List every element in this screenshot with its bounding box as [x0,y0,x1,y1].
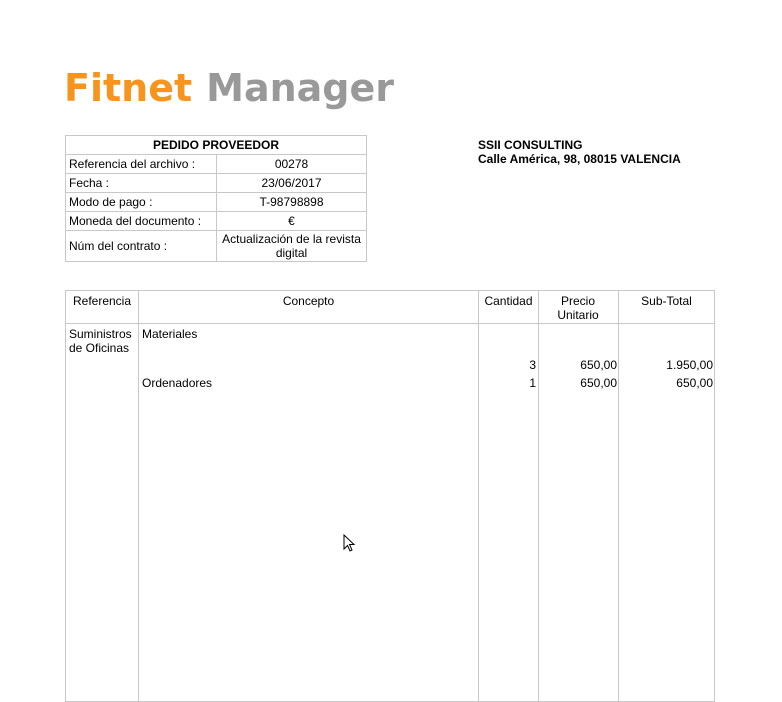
header-subtotal: Sub-Total [641,294,692,308]
order-info-table: PEDIDO PROVEEDOR Referencia del archivo … [65,135,367,262]
info-label: Núm del contrato : [65,230,217,262]
info-label: Fecha : [65,173,217,193]
order-title: PEDIDO PROVEEDOR [65,135,367,155]
precio-cell: 650,00 [580,376,617,390]
header-cantidad: Cantidad [484,294,533,308]
info-label: Moneda del documento : [65,211,217,231]
supplier-address: Calle América, 98, 08015 VALENCIA [478,152,681,166]
info-value: 23/06/2017 [216,173,367,193]
supplier-block: SSII CONSULTING Calle América, 98, 08015… [478,138,681,166]
concepto-cell: Materiales [142,327,198,341]
reference-cell: Suministros de Oficinas [69,327,132,355]
info-value: € [216,211,367,231]
cantidad-cell: 3 [529,358,536,372]
subtotal-cell: 650,00 [676,376,713,390]
info-label: Modo de pago : [65,192,217,212]
info-value: Actualización de la revista digital [216,230,367,262]
mouse-cursor-icon [343,534,355,552]
fitnet-manager-logo: Fitnet Manager [64,66,395,110]
header-concepto: Concepto [282,294,335,308]
precio-cell: 650,00 [580,358,617,372]
cantidad-cell: 1 [529,376,536,390]
order-lines-table: Referencia Concepto Cantidad Precio Unit… [65,290,715,702]
info-value: T-98798898 [216,192,367,212]
subtotal-cell: 1.950,00 [666,358,713,372]
supplier-name: SSII CONSULTING [478,138,583,152]
header-referencia: Referencia [72,294,132,308]
info-value: 00278 [216,154,367,174]
concepto-cell: Ordenadores [142,376,213,390]
info-label: Referencia del archivo : [65,154,217,174]
header-precio: Precio Unitario [557,294,599,322]
